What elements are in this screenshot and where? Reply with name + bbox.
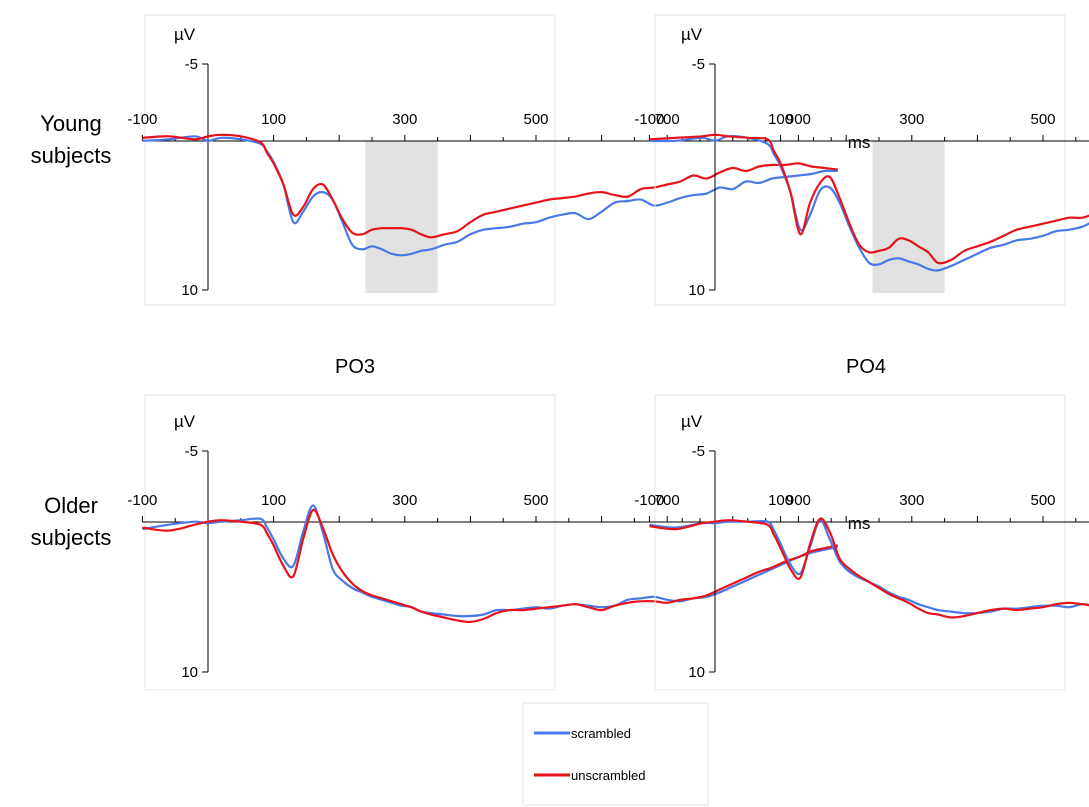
series-line-unscrambled [142,508,839,624]
series-line-unscrambled [142,133,838,239]
legend-label-unscrambled: unscrambled [571,768,645,783]
row-label-young: Young subjects [18,108,124,172]
y-tick-label: -5 [185,56,198,73]
x-tick-label: 300 [899,492,924,509]
x-tick-label: 300 [392,111,417,128]
legend-label-scrambled: scrambled [571,726,631,741]
x-tick-label: 700 [655,492,680,509]
chart-frame [144,394,556,691]
x-axis-label: ms [848,514,871,533]
y-axis-label: µV [174,25,196,44]
series-line-unscrambled [649,517,1089,619]
row-label-young-line1: Young [40,111,102,136]
y-tick-label: -5 [692,443,705,460]
y-tick-label: -5 [185,443,198,460]
x-tick-label: 100 [261,492,286,509]
chart-frame [144,14,556,306]
y-tick-label: 10 [181,282,198,299]
row-label-young-line2: subjects [30,143,112,168]
row-label-older: Older subjects [18,490,124,554]
x-tick-label: 900 [786,492,811,509]
x-tick-label: 300 [899,111,924,128]
column-label-po4: PO4 [845,356,887,378]
row-label-older-line1: Older [44,493,98,518]
x-tick-label: 500 [523,111,548,128]
legend-box [522,702,709,806]
x-tick-label: -100 [127,492,157,509]
x-tick-label: -100 [634,492,664,509]
x-tick-label: 500 [1030,111,1055,128]
series-line-scrambled [649,519,1089,615]
y-axis-label: µV [174,412,196,431]
x-tick-label: 100 [768,111,793,128]
x-tick-label: 300 [392,492,417,509]
y-tick-label: -5 [692,56,705,73]
y-axis-label: µV [681,25,703,44]
x-tick-label: 900 [786,111,811,128]
column-label-po3: PO3 [334,356,376,378]
x-tick-label: -100 [634,111,664,128]
x-axis-label: ms [848,133,871,152]
y-axis-label: µV [681,412,703,431]
highlight-window [365,141,438,293]
x-tick-label: 100 [261,111,286,128]
x-tick-label: 500 [1030,492,1055,509]
series-line-scrambled [142,504,839,618]
series-line-unscrambled [649,133,1089,265]
row-label-older-line2: subjects [30,525,112,550]
x-tick-label: 700 [655,111,680,128]
x-tick-label: -100 [127,111,157,128]
y-tick-label: 10 [688,282,705,299]
chart-frame [654,394,1066,691]
x-tick-label: 500 [523,492,548,509]
chart-frame [654,14,1066,306]
series-line-scrambled [142,135,838,257]
x-tick-label: 100 [768,492,793,509]
y-tick-label: 10 [181,664,198,681]
y-tick-label: 10 [688,664,705,681]
highlight-window [872,141,945,293]
series-line-scrambled [649,135,1089,272]
